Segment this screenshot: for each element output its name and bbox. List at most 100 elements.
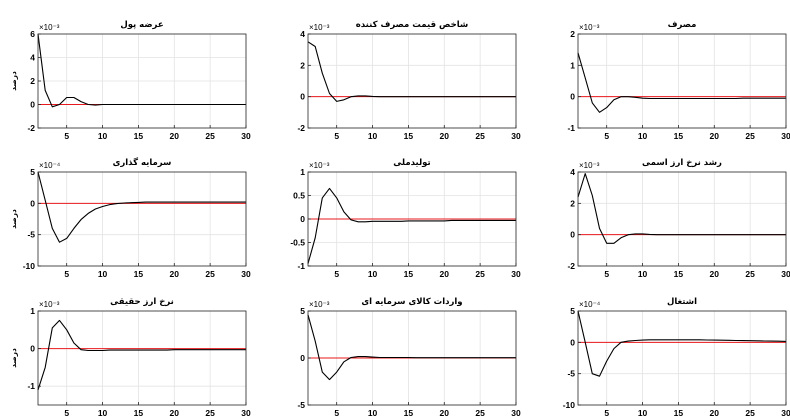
x-tick-label: 15 <box>404 269 414 279</box>
x-tick-label: 30 <box>781 408 790 418</box>
x-tick-label: 10 <box>98 408 108 418</box>
x-tick-label: 20 <box>170 131 180 141</box>
y-tick-label: 0 <box>300 214 305 224</box>
y-tick-label: 4 <box>300 29 305 39</box>
axes-frame <box>37 310 247 406</box>
response-line <box>307 41 516 102</box>
subplot: 5 10 15 20 25 30 -2 0 2 4 ×10⁻³ شاخص قیمت مصرف کنند… <box>297 20 521 141</box>
y-axis-label: درصد <box>9 71 18 91</box>
axis-exponent: ×10⁻³ <box>579 23 600 32</box>
y-tick-label: 0 <box>30 344 35 354</box>
axis-exponent: ×10⁻³ <box>39 23 60 32</box>
y-tick-label: 0 <box>300 92 305 102</box>
subplot: 5 10 15 20 25 30 -1 0 1 ×10⁻³ نرخ ارز حقیقی درصد <box>9 297 251 418</box>
y-tick-label: 5 <box>570 306 575 316</box>
x-tick-label: 25 <box>205 131 215 141</box>
subplot-title: تولیدملی <box>393 158 430 168</box>
y-tick-label: -0.5 <box>290 238 305 248</box>
subplot-title: واردات کالای سرمایه ای <box>361 297 462 307</box>
subplot: 5 10 15 20 25 30 -1 0 1 2 ×10⁻³ مصرف <box>567 20 790 141</box>
y-tick-label: 0 <box>30 100 35 110</box>
y-tick-label: -2 <box>27 123 35 133</box>
y-tick-label: -2 <box>567 261 575 271</box>
y-tick-label: 4 <box>570 167 575 177</box>
y-tick-label: 6 <box>30 29 35 39</box>
axis-exponent: ×10⁻³ <box>309 300 330 309</box>
plot-area <box>578 34 786 128</box>
x-tick-label: 30 <box>511 131 521 141</box>
x-tick-label: 15 <box>674 131 684 141</box>
axis-exponent: ×10⁻⁴ <box>39 161 61 170</box>
x-tick-label: 5 <box>64 269 69 279</box>
x-tick-label: 10 <box>368 131 378 141</box>
x-tick-label: 10 <box>98 131 108 141</box>
response-line <box>577 310 787 377</box>
x-tick-label: 20 <box>440 408 450 418</box>
subplot: 5 10 15 20 25 30 -2 0 2 4 6 ×10⁻³ عرضه پول درصد <box>9 20 251 141</box>
axis-exponent: ×10⁻³ <box>39 300 60 309</box>
subplot: 5 10 15 20 25 30 -10 -5 0 5 ×10⁻⁴ سرمایه گذاری درصد <box>9 157 251 279</box>
y-tick-label: 1 <box>30 306 35 316</box>
x-tick-label: 30 <box>781 131 790 141</box>
y-axis-label: درصد <box>9 209 18 229</box>
plot-area <box>578 311 786 405</box>
subplot: 5 10 15 20 25 30 -2 0 2 4 ×10⁻³ رشد نرخ ارز اسمی <box>567 158 790 279</box>
y-tick-label: 5 <box>300 306 305 316</box>
y-tick-label: 2 <box>30 76 35 86</box>
x-tick-label: 30 <box>781 269 790 279</box>
x-tick-label: 10 <box>638 269 648 279</box>
subplot-title: اشتغال <box>667 297 697 307</box>
x-tick-label: 10 <box>98 269 108 279</box>
y-tick-label: 2 <box>570 29 575 39</box>
plot-area <box>578 172 786 266</box>
y-tick-label: 0 <box>300 353 305 363</box>
response-line <box>307 187 516 264</box>
subplot-title: شاخص قیمت مصرف کننده <box>356 20 469 30</box>
y-tick-label: -1 <box>297 261 305 271</box>
x-tick-label: 20 <box>440 131 450 141</box>
x-tick-label: 15 <box>134 131 144 141</box>
x-tick-label: 5 <box>334 269 339 279</box>
x-tick-label: 15 <box>674 408 684 418</box>
x-tick-label: 15 <box>134 408 144 418</box>
x-tick-label: 5 <box>604 408 609 418</box>
x-tick-label: 30 <box>241 408 251 418</box>
x-tick-label: 25 <box>475 408 485 418</box>
x-tick-label: 5 <box>64 408 69 418</box>
x-tick-label: 25 <box>205 408 215 418</box>
plot-area <box>308 34 516 128</box>
x-tick-label: 30 <box>511 408 521 418</box>
subplot-title: نرخ ارز حقیقی <box>110 297 174 307</box>
y-tick-label: 0 <box>570 230 575 240</box>
x-tick-label: 10 <box>638 408 648 418</box>
response-line <box>307 314 516 381</box>
x-tick-label: 30 <box>241 269 251 279</box>
subplot-title: عرضه پول <box>120 20 163 30</box>
y-tick-label: 4 <box>30 53 35 63</box>
x-tick-label: 20 <box>170 269 180 279</box>
axes-frame <box>577 310 787 406</box>
x-tick-label: 15 <box>134 269 144 279</box>
response-line <box>37 33 246 108</box>
axes-frame <box>307 33 517 129</box>
x-tick-label: 5 <box>604 131 609 141</box>
response-line <box>37 319 246 391</box>
x-tick-label: 15 <box>404 408 414 418</box>
axis-exponent: ×10⁻⁴ <box>579 300 601 309</box>
x-tick-label: 25 <box>745 131 755 141</box>
y-axis-label: درصد <box>9 348 18 368</box>
subplot-title: رشد نرخ ارز اسمی <box>642 158 722 168</box>
x-tick-label: 20 <box>440 269 450 279</box>
x-tick-label: 10 <box>368 408 378 418</box>
x-tick-label: 30 <box>241 131 251 141</box>
subplot-title: مصرف <box>668 20 697 30</box>
axis-exponent: ×10⁻³ <box>309 23 330 32</box>
subplot: 5 10 15 20 25 30 -1 -0.5 0 0.5 1 ×10⁻³ تولیدملی <box>290 158 521 279</box>
axes-frame <box>577 171 787 267</box>
plot-area <box>38 172 246 266</box>
y-tick-label: 1 <box>300 167 305 177</box>
x-tick-label: 5 <box>334 131 339 141</box>
subplot: 5 10 15 20 25 30 -5 0 5 ×10⁻³ واردات کالای سرمایه … <box>297 297 521 418</box>
x-tick-label: 25 <box>745 408 755 418</box>
